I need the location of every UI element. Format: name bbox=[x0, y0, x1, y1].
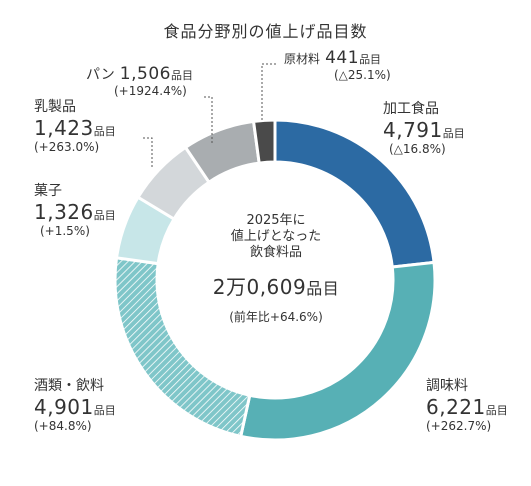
slice-label-sakerui: 酒類・飲料 4,901品目 (+84.8%) bbox=[34, 378, 116, 433]
slice-label-kakoshokuhin: 加工食品 4,791品目 (△16.8%) bbox=[383, 101, 465, 156]
leader-line-nyuseihin bbox=[142, 137, 153, 167]
center-summary: 2025年に 値上げとなった 飲食料品 2万0,609品目 (前年比+64.6%… bbox=[186, 213, 366, 325]
leader-line-genzairyo bbox=[261, 63, 277, 120]
leader-line-pan bbox=[202, 96, 213, 143]
donut-slice-6 bbox=[251, 118, 277, 165]
slice-label-pan: パン 1,506品目 (+1924.4%) bbox=[86, 64, 193, 98]
slice-label-chomiryo: 調味料 6,221品目 (+262.7%) bbox=[426, 378, 508, 433]
center-line-3: 飲食料品 bbox=[249, 245, 302, 260]
center-line-2: 値上げとなった bbox=[230, 229, 322, 244]
center-total-change: (前年比+64.6%) bbox=[229, 310, 323, 324]
center-total-unit: 品目 bbox=[306, 279, 340, 298]
slice-label-genzairyo: 原材料 441品目 (△25.1%) bbox=[284, 48, 391, 82]
chart-title: 食品分野別の値上げ品目数 bbox=[163, 22, 368, 41]
slice-label-nyuseihin: 乳製品 1,423品目 (+263.0%) bbox=[34, 99, 116, 154]
center-total-value: 2万0,609 bbox=[212, 275, 307, 299]
slice-label-kashi: 菓子 1,326品目 (+1.5%) bbox=[34, 183, 116, 238]
center-line-1: 2025年に bbox=[246, 213, 306, 228]
